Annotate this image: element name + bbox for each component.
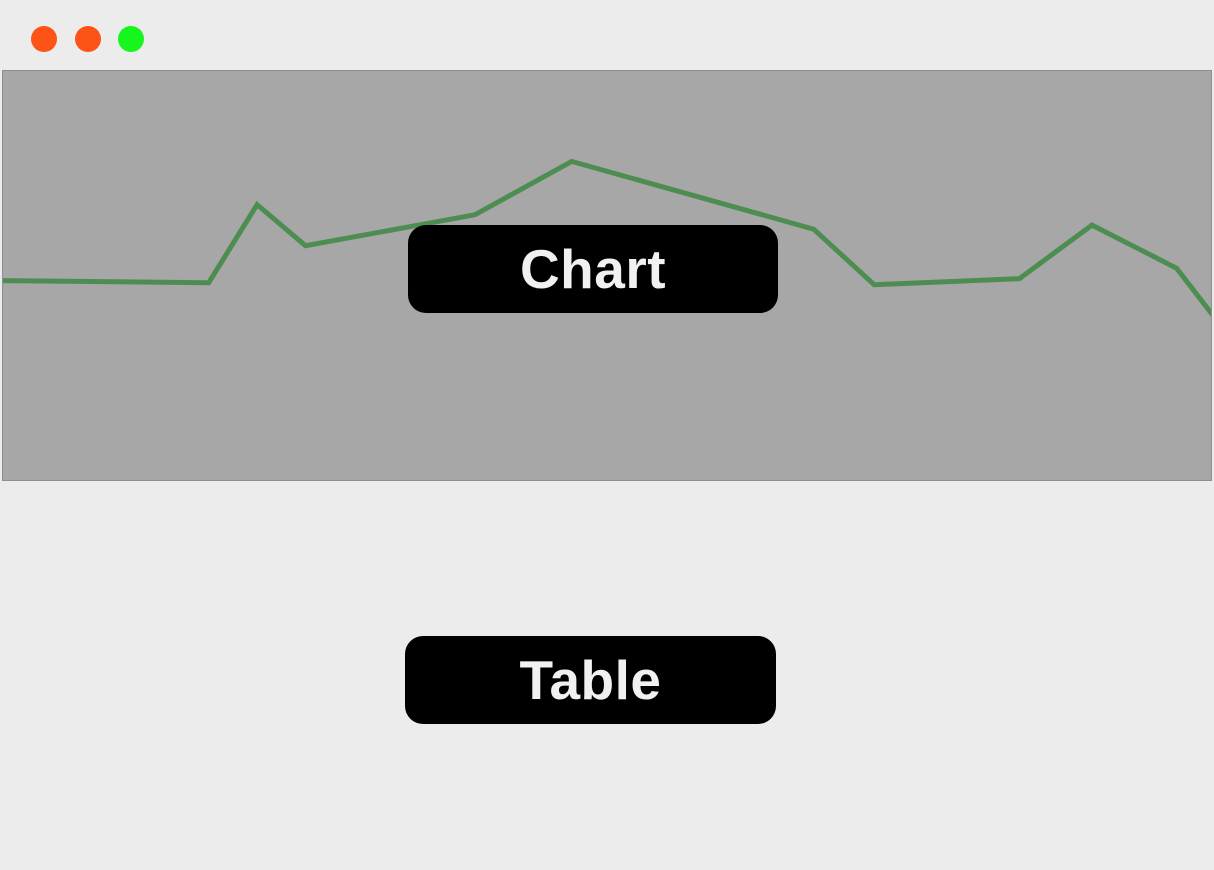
zoom-window-button[interactable] [118, 26, 144, 52]
series-line [3, 158, 1211, 318]
line-chart [3, 158, 1211, 318]
window-titlebar [0, 0, 1214, 70]
table-button[interactable]: Table [405, 636, 776, 724]
minimize-window-button[interactable] [75, 26, 101, 52]
close-window-button[interactable] [31, 26, 57, 52]
chart-button[interactable]: Chart [408, 225, 778, 313]
